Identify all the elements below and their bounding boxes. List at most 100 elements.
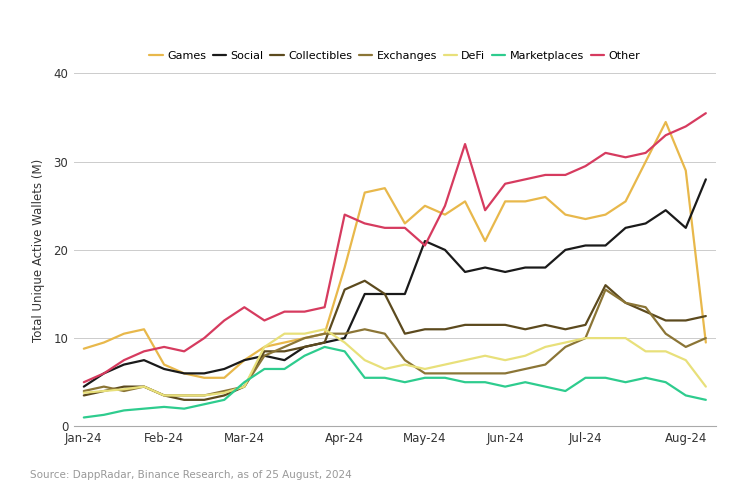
DeFi — [120, 386, 128, 392]
Other — [220, 318, 229, 323]
DeFi — [180, 392, 189, 398]
Games — [80, 346, 89, 352]
Line: Exchanges: Exchanges — [84, 290, 706, 395]
Social — [340, 335, 349, 341]
Exchanges — [621, 300, 630, 306]
DeFi — [220, 390, 229, 396]
Marketplaces — [120, 408, 128, 414]
Games — [300, 335, 309, 341]
Other — [280, 309, 289, 315]
DeFi — [100, 388, 108, 394]
Social — [501, 269, 510, 275]
DeFi — [380, 366, 389, 372]
DeFi — [501, 357, 510, 363]
DeFi — [320, 326, 329, 332]
Y-axis label: Total Unique Active Wallets (M): Total Unique Active Wallets (M) — [32, 158, 45, 342]
Marketplaces — [581, 375, 590, 381]
DeFi — [240, 384, 249, 390]
Exchanges — [701, 335, 710, 341]
Marketplaces — [260, 366, 269, 372]
Exchanges — [681, 344, 690, 350]
Marketplaces — [100, 412, 108, 418]
Marketplaces — [401, 379, 410, 385]
Collectibles — [320, 340, 329, 345]
Collectibles — [401, 331, 410, 337]
Collectibles — [701, 313, 710, 319]
Other — [541, 172, 550, 178]
Collectibles — [120, 384, 128, 390]
Marketplaces — [180, 406, 189, 412]
Social — [421, 238, 430, 244]
Games — [240, 357, 249, 363]
Collectibles — [80, 392, 89, 398]
Collectibles — [541, 322, 550, 328]
Exchanges — [280, 344, 289, 350]
Games — [401, 220, 410, 226]
Social — [380, 291, 389, 297]
Other — [340, 212, 349, 218]
Collectibles — [240, 384, 249, 390]
DeFi — [661, 348, 670, 354]
Marketplaces — [280, 366, 289, 372]
Social — [159, 366, 168, 372]
Social — [180, 370, 189, 376]
Exchanges — [120, 388, 128, 394]
DeFi — [581, 335, 590, 341]
Marketplaces — [80, 415, 89, 420]
Exchanges — [441, 370, 449, 376]
Other — [621, 154, 630, 160]
DeFi — [441, 362, 449, 368]
DeFi — [80, 390, 89, 396]
Exchanges — [501, 370, 510, 376]
Line: Collectibles: Collectibles — [84, 281, 706, 400]
Other — [139, 348, 148, 354]
Games — [320, 331, 329, 337]
Collectibles — [340, 287, 349, 293]
Exchanges — [139, 384, 148, 390]
Legend: Games, Social, Collectibles, Exchanges, DeFi, Marketplaces, Other: Games, Social, Collectibles, Exchanges, … — [149, 51, 641, 61]
Marketplaces — [200, 401, 209, 407]
Social — [601, 243, 610, 248]
DeFi — [300, 331, 309, 337]
Marketplaces — [480, 379, 489, 385]
Social — [621, 225, 630, 231]
Line: Marketplaces: Marketplaces — [84, 347, 706, 417]
Exchanges — [360, 326, 369, 332]
Other — [601, 150, 610, 156]
DeFi — [360, 357, 369, 363]
Exchanges — [661, 331, 670, 337]
Social — [240, 357, 249, 363]
Other — [80, 379, 89, 385]
Social — [401, 291, 410, 297]
Collectibles — [621, 300, 630, 306]
Collectibles — [501, 322, 510, 328]
DeFi — [480, 353, 489, 359]
Games — [200, 375, 209, 381]
Collectibles — [100, 388, 108, 394]
Exchanges — [581, 335, 590, 341]
Social — [360, 291, 369, 297]
Marketplaces — [159, 404, 168, 410]
Other — [300, 309, 309, 315]
Line: DeFi: DeFi — [84, 329, 706, 395]
DeFi — [280, 331, 289, 337]
Other — [461, 141, 469, 147]
Exchanges — [300, 335, 309, 341]
DeFi — [200, 392, 209, 398]
Social — [701, 176, 710, 182]
Other — [681, 123, 690, 129]
Collectibles — [421, 326, 430, 332]
DeFi — [561, 340, 570, 345]
Games — [260, 344, 269, 350]
DeFi — [461, 357, 469, 363]
Games — [561, 212, 570, 218]
Exchanges — [380, 331, 389, 337]
Marketplaces — [421, 375, 430, 381]
Social — [561, 247, 570, 253]
Other — [380, 225, 389, 231]
Other — [441, 203, 449, 209]
Other — [100, 370, 108, 376]
Collectibles — [480, 322, 489, 328]
Exchanges — [421, 370, 430, 376]
DeFi — [260, 344, 269, 350]
